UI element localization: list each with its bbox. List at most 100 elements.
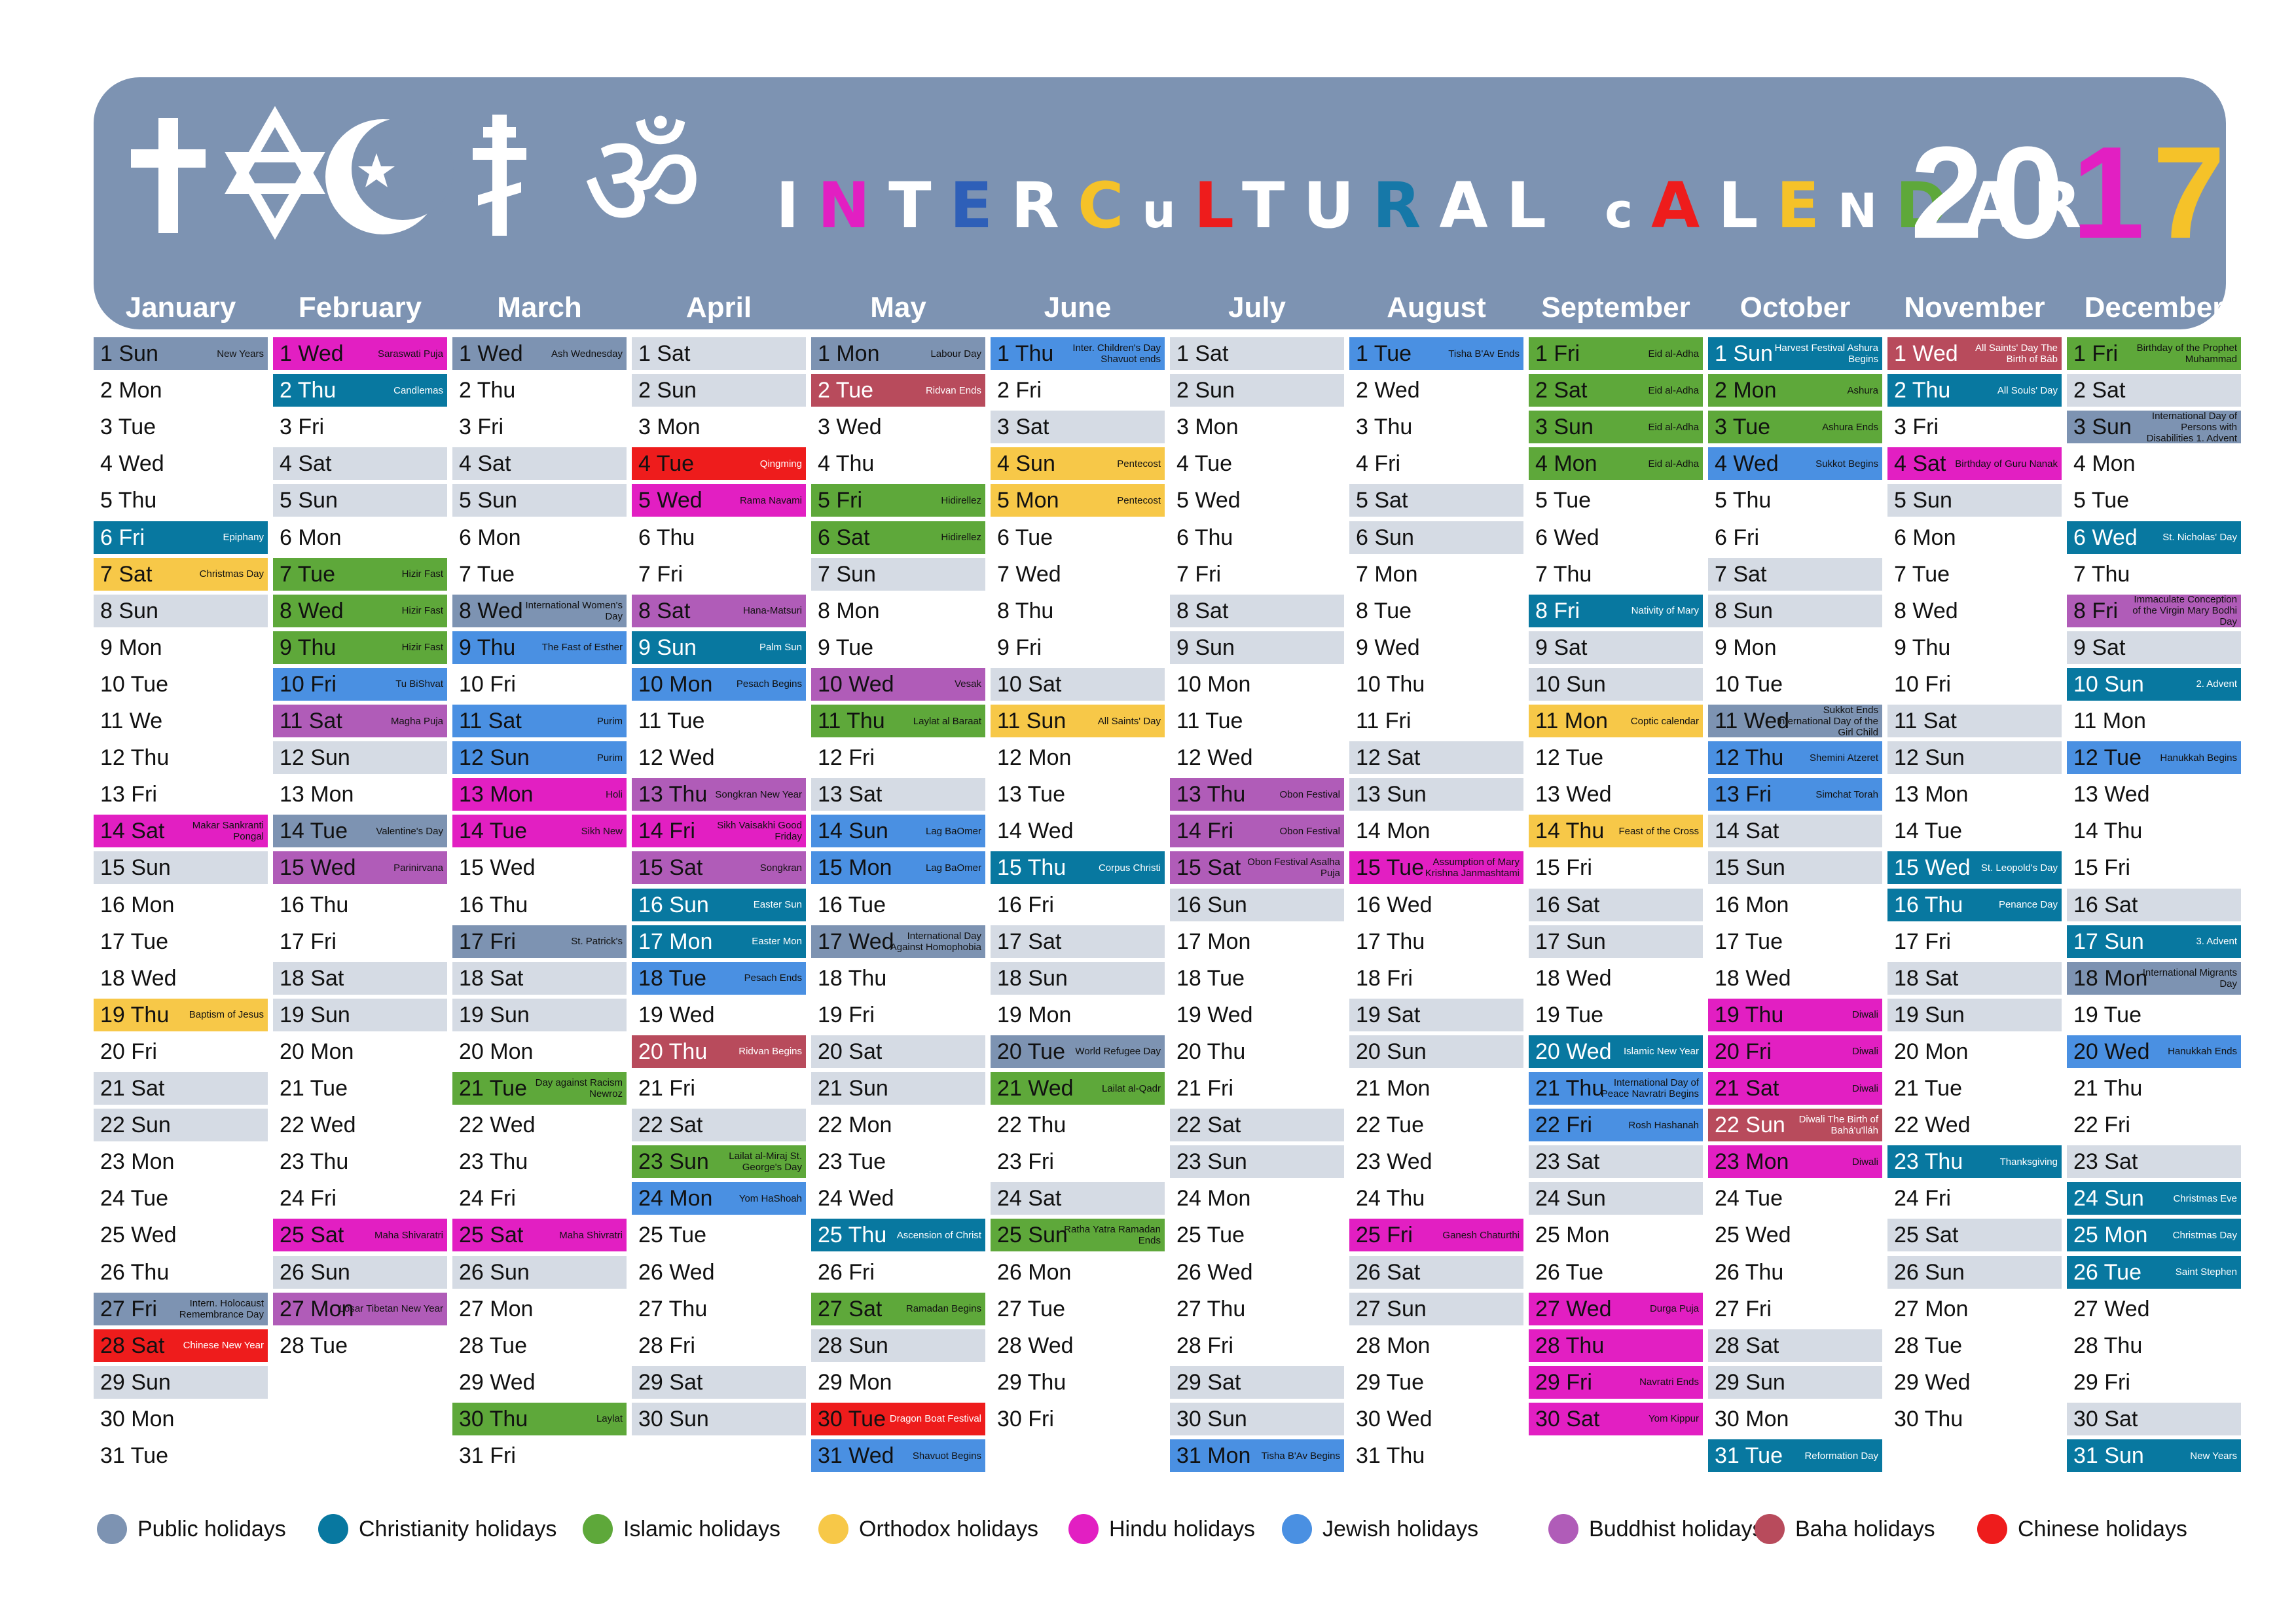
day-cell: 26 Wed: [1170, 1256, 1344, 1289]
day-cell: 13 Mon: [1887, 778, 2062, 811]
day-cell: 13 Sat: [811, 778, 985, 811]
day-label: 4 Sun: [997, 451, 1055, 477]
day-label: 18 Sat: [459, 965, 524, 991]
day-label: 15 Sat: [1176, 855, 1241, 881]
day-cell: 23 Sat: [1529, 1145, 1703, 1179]
day-cell: 7 Sat: [1708, 557, 1882, 591]
day-label: 18 Tue: [1176, 965, 1245, 991]
day-label: 3 Wed: [818, 415, 882, 440]
holiday-label: Vesak: [955, 678, 981, 690]
title-letter: [1565, 169, 1605, 242]
holiday-label: Hizir Fast: [401, 642, 443, 654]
om-icon: ॐ: [583, 105, 702, 242]
day-cell: 26 Mon: [991, 1256, 1165, 1289]
day-cell: 4 Thu: [811, 447, 985, 480]
day-label: 7 Sun: [818, 561, 876, 587]
day-label: 23 Thu: [459, 1149, 528, 1175]
day-label: 15 Wed: [1894, 855, 1971, 881]
holiday-label: Ratha Yatra Ramadan Ends: [1064, 1224, 1161, 1247]
day-cell: 11 Tue: [1170, 705, 1344, 737]
day-label: 13 Sun: [1356, 782, 1427, 807]
day-label: 6 Thu: [1176, 525, 1233, 550]
day-label: 16 Sun: [1176, 892, 1247, 917]
day-cell: 8 Wed Hizir Fast: [273, 594, 447, 627]
day-label: 8 Wed: [459, 598, 523, 623]
day-cell: 4 Wed: [94, 447, 268, 480]
day-cell: 17 Tue: [1708, 925, 1882, 958]
day-label: 22 Wed: [459, 1113, 536, 1138]
day-label: 15 Thu: [997, 855, 1066, 881]
holiday-label: Coptic calendar: [1630, 715, 1699, 727]
day-cell: 7 Fri: [1170, 558, 1344, 591]
day-label: 14 Sun: [818, 819, 888, 844]
day-label: 28 Tue: [280, 1333, 348, 1358]
day-cell: 30 Tue Dragon Boat Festival: [811, 1402, 985, 1435]
day-label: 4 Mon: [2073, 451, 2136, 477]
holiday-label: Corpus Christi: [1098, 862, 1161, 874]
holiday-label: Sikh New: [581, 825, 623, 837]
day-label: 9 Sat: [2073, 635, 2126, 660]
day-label: 24 Mon: [1176, 1186, 1251, 1211]
day-cell: 19 Tue: [1529, 999, 1703, 1031]
day-cell: 16 Thu Penance Day: [1887, 888, 2062, 921]
day-cell: 10 Fri Tu BiShvat: [273, 667, 447, 701]
day-cell: 17 Sun: [1529, 925, 1703, 958]
day-label: 26 Sat: [1356, 1259, 1421, 1285]
day-cell: 17 Wed International Day Against Homophob…: [811, 925, 985, 958]
day-cell: 14 Tue Sikh New: [452, 815, 627, 848]
day-cell: 1 Tue Tisha B'Av Ends: [1349, 337, 1523, 370]
day-cell: 15 Tue Assumption of Mary Krishna Janmash…: [1349, 851, 1523, 885]
holiday-label: Sukkot Ends International Day of the Gir…: [1776, 705, 1878, 737]
day-cell: 7 Wed: [991, 558, 1165, 591]
day-label: 30 Fri: [997, 1406, 1054, 1431]
day-label: 7 Thu: [1535, 561, 1592, 587]
day-cell: 7 Tue: [452, 558, 627, 591]
day-cell: 27 Mon: [1887, 1293, 2062, 1325]
day-cell: 28 Mon: [1349, 1329, 1523, 1362]
day-cell: 28 Tue: [273, 1329, 447, 1362]
day-label: 20 Wed: [1535, 1039, 1612, 1064]
title-letter: R: [1011, 169, 1078, 242]
day-label: 6 Fri: [1715, 525, 1759, 550]
day-label: 30 Sat: [2073, 1406, 2138, 1431]
day-cell: 24 Thu: [1349, 1182, 1523, 1215]
month-name: February: [298, 291, 422, 323]
day-label: 8 Sat: [1176, 598, 1229, 623]
day-label: 22 Sat: [1176, 1113, 1241, 1138]
holiday-label: Penance Day: [1998, 899, 2058, 910]
day-label: 18 Wed: [100, 965, 177, 991]
day-label: 27 Wed: [1535, 1296, 1612, 1321]
day-cell: 4 Mon Eid al-Adha: [1529, 447, 1703, 481]
day-label: 26 Sun: [280, 1259, 350, 1285]
day-label: 23 Sun: [1176, 1149, 1247, 1175]
holiday-label: Hizir Fast: [401, 605, 443, 617]
day-label: 1 Sun: [1715, 341, 1773, 366]
holiday-label: Chinese New Year: [183, 1340, 264, 1352]
day-cell: 29 Sun: [1708, 1365, 1882, 1399]
day-label: 7 Fri: [638, 561, 683, 587]
day-cell: 7 Thu: [2067, 558, 2241, 591]
holiday-label: Parinirvana: [393, 862, 443, 874]
day-cell: 15 Fri: [1529, 851, 1703, 884]
holiday-label: Eid al-Adha: [1648, 421, 1699, 433]
day-cell: 23 Mon: [94, 1145, 268, 1178]
day-label: 21 Tue: [1894, 1076, 1962, 1101]
holiday-label: All Saints' Day The Birth of Báb: [1975, 342, 2058, 365]
day-cell: 19 Sun: [452, 998, 627, 1031]
holiday-label: Yom Kippur: [1649, 1413, 1699, 1425]
day-cell: 24 Tue: [1708, 1182, 1882, 1215]
day-label: 18 Thu: [818, 965, 887, 991]
day-cell: 21 Fri: [632, 1072, 806, 1105]
day-cell: 5 Fri Hidirellez: [811, 484, 985, 517]
title-letter: T: [888, 169, 950, 242]
day-cell: 7 Thu: [1529, 558, 1703, 591]
title-letter: A: [1965, 169, 2033, 242]
day-label: 31 Mon: [1176, 1443, 1251, 1468]
day-cell: 5 Sat: [1349, 484, 1523, 517]
day-label: 23 Wed: [1356, 1149, 1432, 1175]
day-label: 16 Mon: [100, 892, 175, 917]
day-cell: 24 Fri: [452, 1182, 627, 1215]
day-label: 5 Tue: [2073, 488, 2130, 513]
day-cell: 12 Mon: [991, 741, 1165, 774]
day-label: 21 Sat: [100, 1076, 165, 1101]
